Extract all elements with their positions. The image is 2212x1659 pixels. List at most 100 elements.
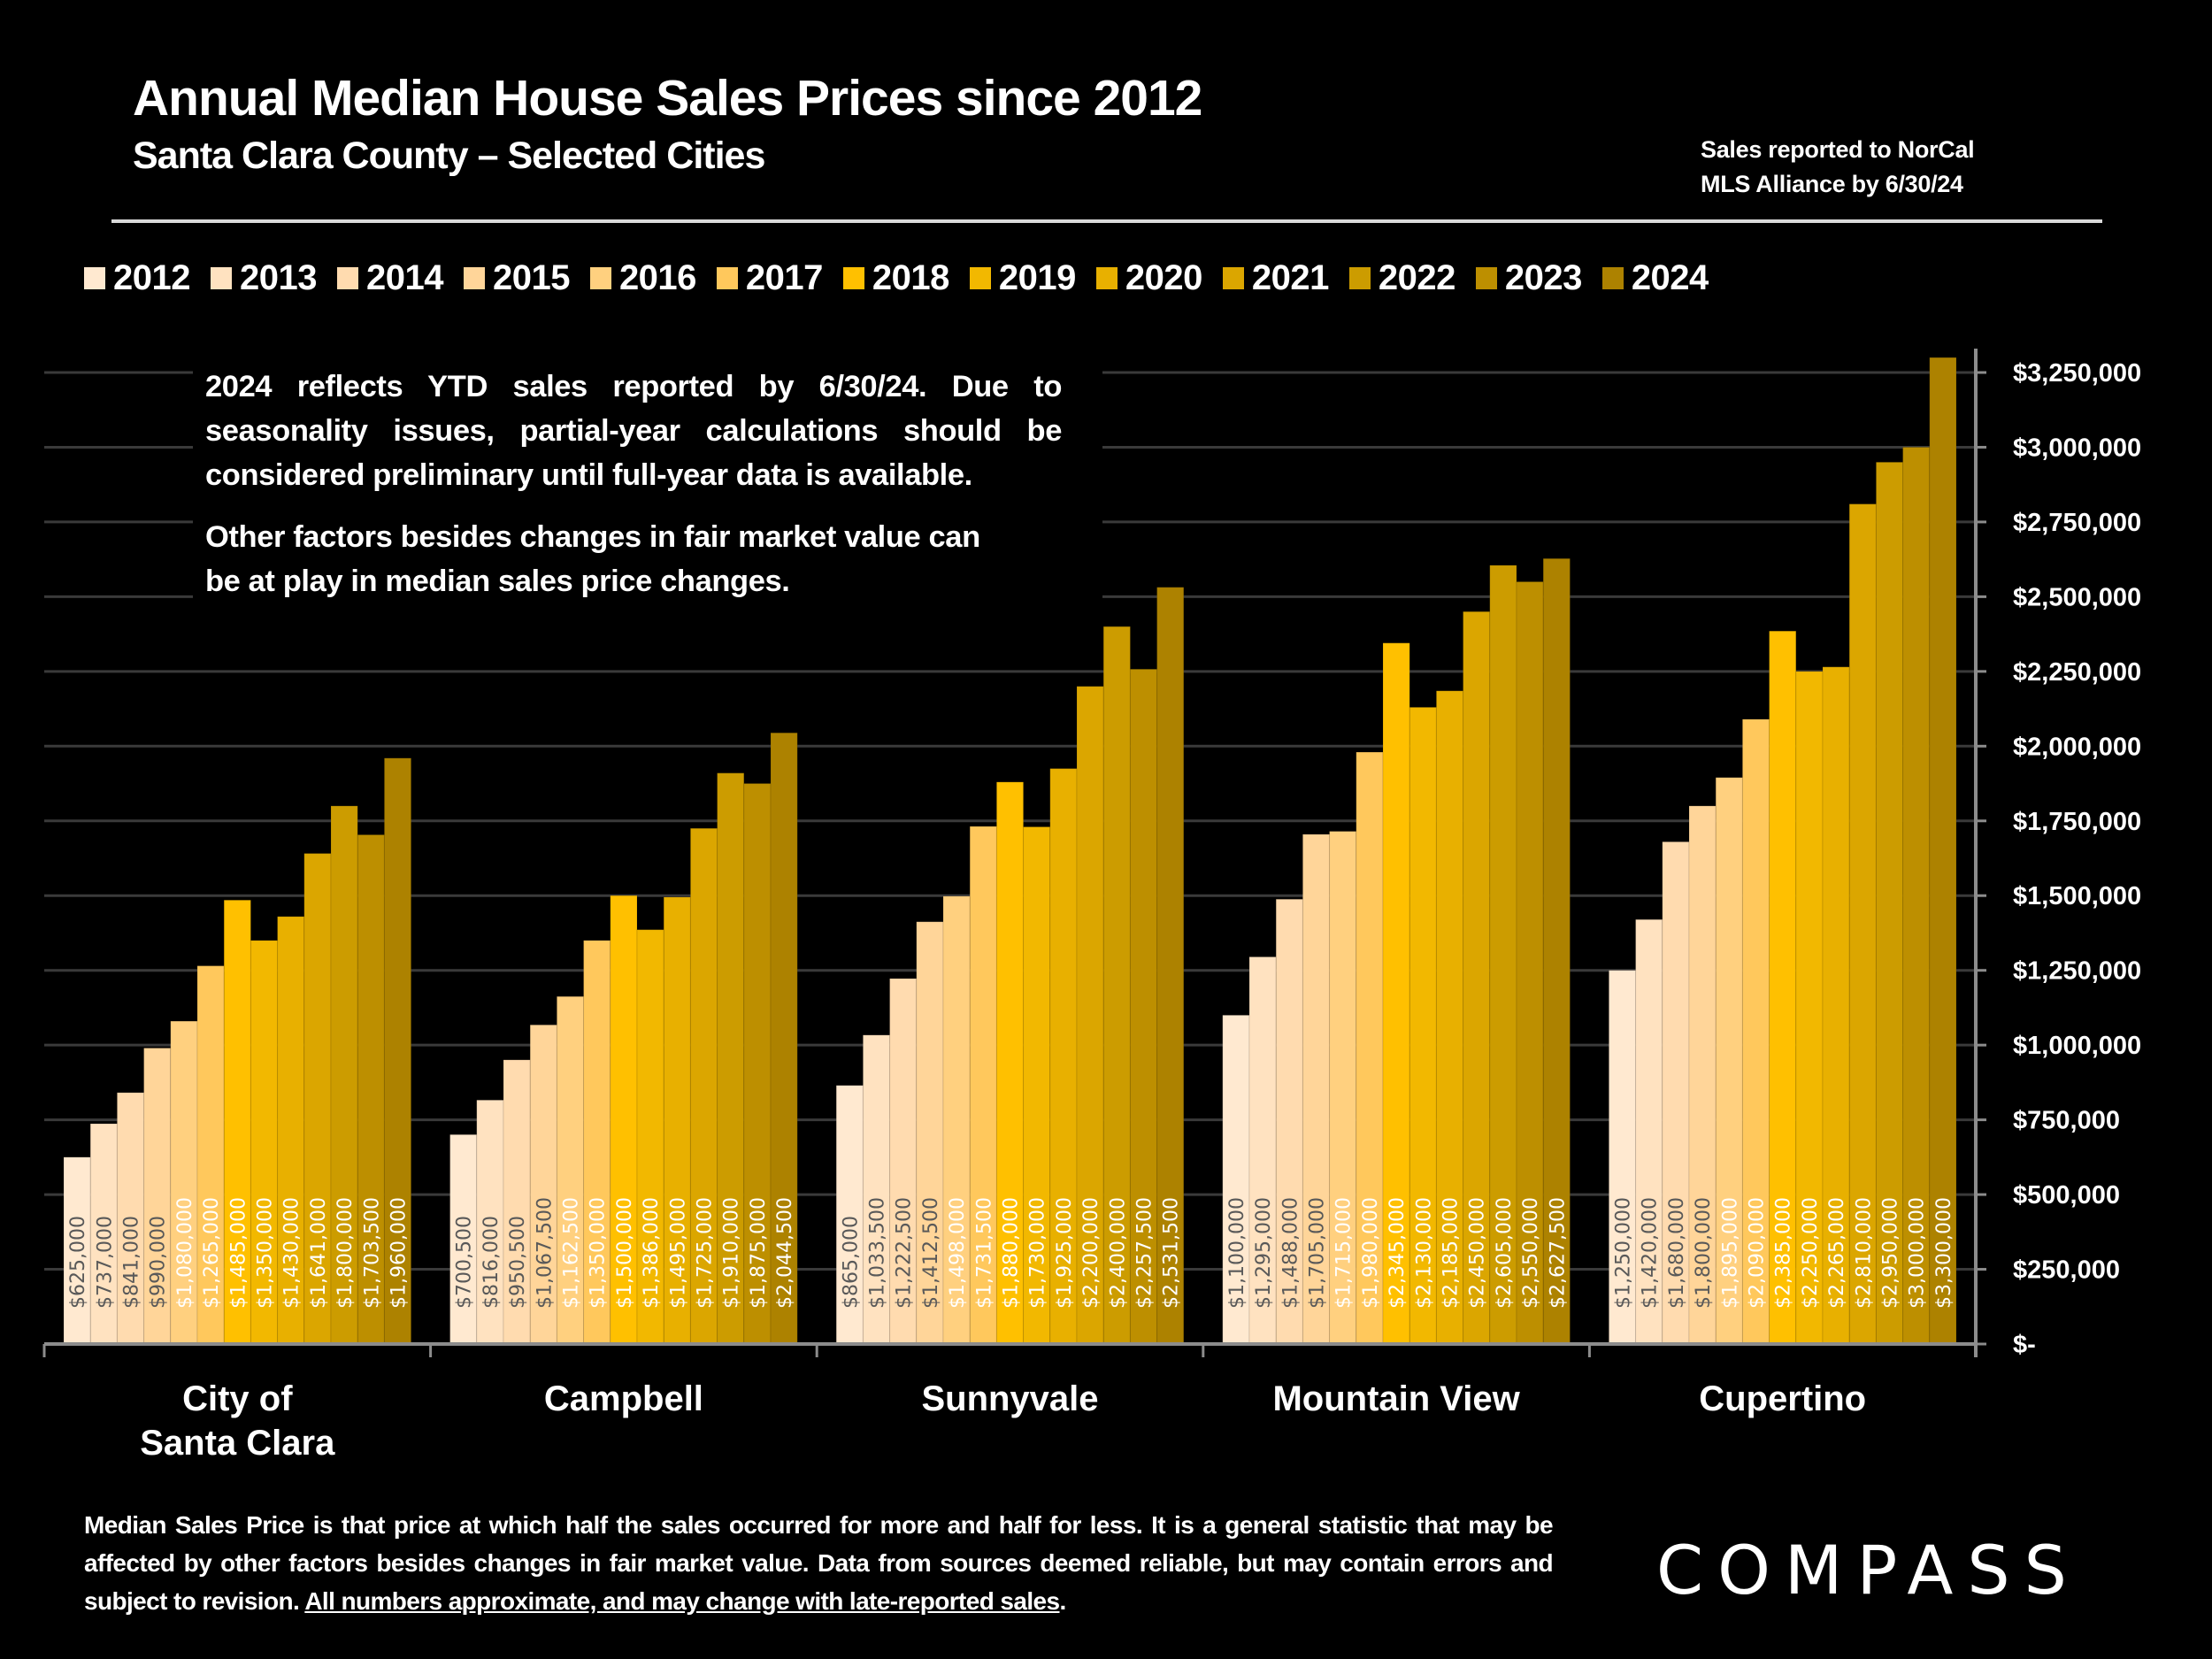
bar: [1489, 565, 1517, 1345]
data-label: $1,495,000: [667, 1197, 689, 1309]
legend-item: 2018: [842, 258, 949, 298]
annotation-paragraph-1: 2024 reflects YTD sales reported by 6/30…: [205, 370, 1062, 492]
y-tick-label: $250,000: [2013, 1256, 2120, 1285]
data-label: $1,800,000: [334, 1197, 357, 1309]
bar: [1902, 446, 1931, 1345]
bar: [717, 772, 745, 1345]
legend-label: 2014: [365, 258, 443, 297]
y-tick-label: $2,000,000: [2013, 733, 2141, 761]
legend-item: 2021: [1222, 258, 1329, 298]
bar: [1463, 611, 1491, 1345]
legend-label: 2022: [1378, 258, 1455, 297]
y-axis-ticks: $- $250,000 $500,000 $750,000 $1,000,000 $1,2…: [1976, 359, 2141, 1359]
chart-title: Annual Median House Sales Prices since 2…: [133, 70, 1202, 127]
data-label: $990,000: [148, 1216, 170, 1309]
y-tick-label: $2,750,000: [2013, 509, 2141, 537]
header-divider: [111, 219, 2102, 223]
footer-disclaimer: Median Sales Price is that price at whic…: [84, 1506, 1554, 1620]
legend-item: 2023: [1475, 258, 1582, 298]
bar: [1102, 626, 1131, 1345]
bar: [383, 757, 412, 1345]
data-label: $1,295,000: [1253, 1197, 1275, 1309]
bar: [1929, 357, 1957, 1345]
category-label: Campbell: [544, 1379, 703, 1418]
data-label: $1,485,000: [227, 1197, 250, 1309]
bar: [889, 978, 918, 1345]
bar: [1715, 777, 1743, 1345]
annotation-paragraph-2: Other factors besides changes in fair ma…: [205, 520, 980, 598]
data-label: $1,925,000: [1054, 1197, 1076, 1309]
data-label: $1,980,000: [1360, 1197, 1382, 1309]
bar: [1769, 630, 1797, 1345]
data-label: $2,385,000: [1773, 1197, 1795, 1309]
legend-item: 2013: [210, 258, 317, 298]
bar: [835, 1085, 864, 1345]
data-label: $1,498,000: [947, 1197, 969, 1309]
legend-swatch: [1601, 267, 1624, 289]
chart-subtitle: Santa Clara County – Selected Cities: [133, 134, 765, 177]
data-labels: $625,000 $700,500 $865,000 $1,100,000 $1,250…: [67, 1197, 1955, 1309]
data-label: $2,950,000: [1880, 1197, 1902, 1309]
bar: [196, 965, 225, 1345]
data-label: $816,000: [480, 1216, 503, 1309]
bar: [116, 1092, 145, 1345]
y-tick-label: $2,250,000: [2013, 658, 2141, 687]
x-axis-categories: City of Santa Clara Campbell Sunnyvale Mount…: [42, 1344, 1978, 1463]
data-label: $1,488,000: [1279, 1197, 1302, 1309]
bar: [583, 940, 611, 1345]
category-label: Mountain View: [1272, 1379, 1520, 1418]
legend-label: 2018: [872, 258, 949, 297]
y-tick-label: $750,000: [2013, 1107, 2120, 1135]
data-label: $1,265,000: [201, 1197, 223, 1309]
legend-swatch: [463, 267, 485, 289]
data-label: $2,130,000: [1413, 1197, 1435, 1309]
legend-item: 2024: [1601, 258, 1709, 298]
bar: [916, 921, 944, 1345]
legend-label: 2013: [239, 258, 317, 297]
category-label: Sunnyvale: [921, 1379, 1098, 1418]
legend-swatch: [1348, 267, 1371, 289]
data-label: $2,090,000: [1747, 1197, 1769, 1309]
bar: [143, 1048, 172, 1345]
data-label: $2,265,000: [1826, 1197, 1848, 1309]
source-note: Sales reported to NorCal MLS Alliance by…: [1701, 133, 1975, 202]
bar: [1516, 580, 1544, 1345]
data-label: $1,910,000: [721, 1197, 743, 1309]
legend-swatch: [1095, 267, 1118, 289]
data-label: $2,345,000: [1386, 1197, 1409, 1309]
data-label: $2,044,500: [774, 1197, 796, 1309]
data-label: $2,810,000: [1853, 1197, 1875, 1309]
chart-legend: 2012 2013 2014 2015 2016 2017 2018 2019 2020 2021…: [84, 258, 1729, 298]
data-label: $1,033,500: [867, 1197, 889, 1309]
legend-swatch: [716, 267, 738, 289]
bar: [63, 1156, 91, 1345]
data-label: $1,430,000: [281, 1197, 303, 1309]
bar: [1435, 690, 1464, 1345]
legend-swatch: [336, 267, 358, 289]
y-tick-label: $2,500,000: [2013, 583, 2141, 611]
category-label: Santa Clara: [140, 1424, 335, 1463]
data-label: $1,880,000: [1001, 1197, 1023, 1309]
data-label: $1,731,500: [973, 1197, 995, 1309]
bar: [170, 1020, 198, 1345]
bar: [1329, 831, 1357, 1345]
bar: [529, 1024, 557, 1345]
data-label: $1,641,000: [308, 1197, 330, 1309]
bar: [663, 896, 691, 1345]
bar: [770, 732, 798, 1345]
footer-text: Median Sales Price is that price at whic…: [84, 1511, 1554, 1615]
bar: [995, 781, 1025, 1345]
data-label: $1,715,000: [1333, 1197, 1356, 1309]
data-label: $737,000: [94, 1216, 116, 1309]
data-label: $1,350,000: [588, 1197, 610, 1309]
bar: [1795, 671, 1824, 1345]
bar: [1356, 751, 1384, 1345]
footer-underlined-text: All numbers approximate, and may change …: [304, 1587, 1060, 1615]
data-label: $841,000: [121, 1216, 143, 1309]
data-label: $865,000: [840, 1216, 862, 1309]
bar: [330, 805, 358, 1345]
legend-item: 2015: [463, 258, 570, 298]
data-label: $1,350,000: [255, 1197, 277, 1309]
data-label: $1,800,000: [1693, 1197, 1715, 1309]
